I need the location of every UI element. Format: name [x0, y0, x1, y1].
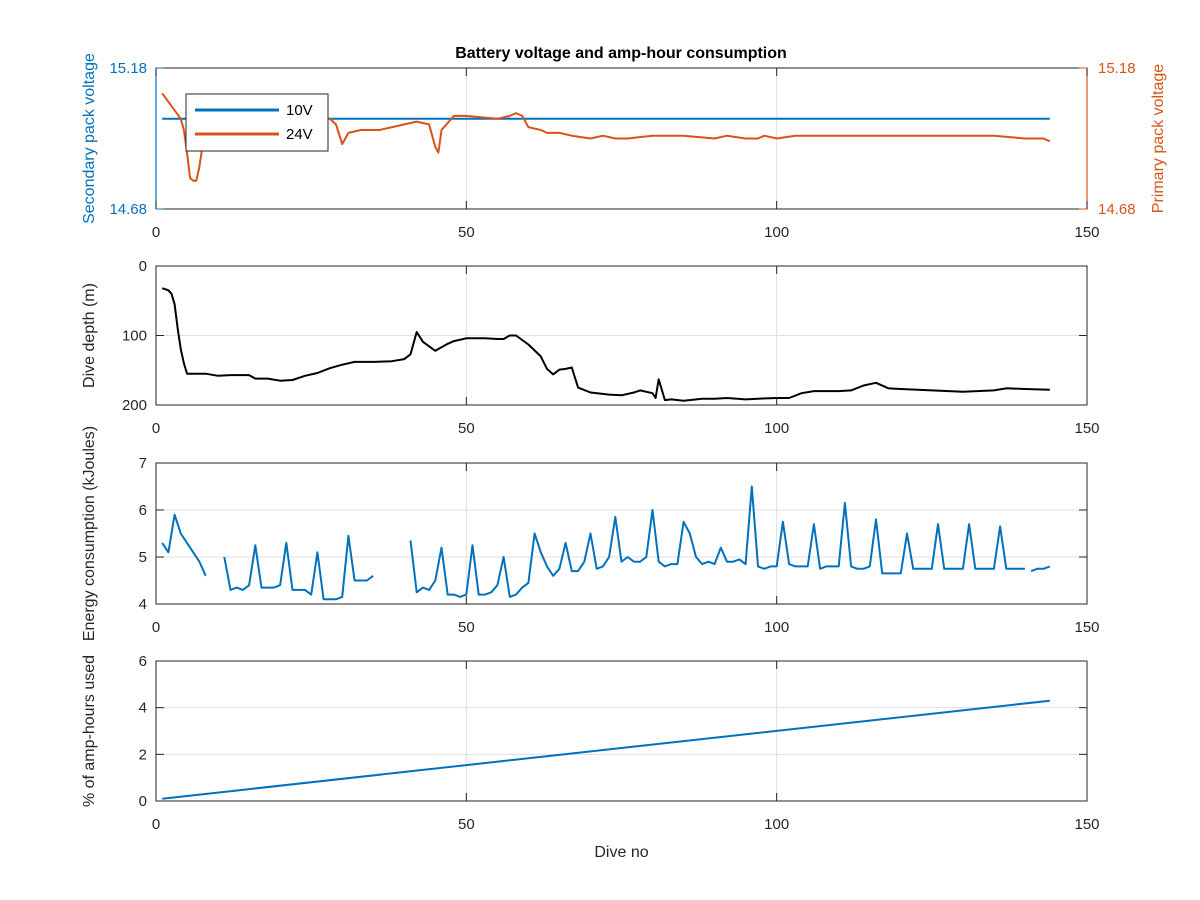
y-right-tick-label: 14.68 [1098, 201, 1136, 218]
y-right-tick-label: 15.18 [1098, 60, 1136, 77]
y-tick-label: 14.68 [109, 201, 147, 218]
y-tick-label: 0 [139, 793, 147, 810]
y-axis-label: % of amp-hours used [81, 655, 98, 807]
x-tick-label: 100 [764, 420, 789, 437]
x-tick-label: 100 [764, 619, 789, 636]
series-line-series-1 [161, 287, 1050, 402]
y-tick-label: 6 [139, 653, 147, 670]
x-tick-label: 150 [1074, 816, 1099, 833]
series-line-series-1 [161, 513, 207, 577]
subplot-2: 0 50 100 150 0 100 200 Dive depth (m) [81, 258, 1100, 437]
x-tick-label: 100 [764, 816, 789, 833]
x-tick-label: 50 [458, 224, 475, 241]
legend-label-24v: 24V [286, 126, 313, 143]
y-tick-label: 4 [139, 596, 147, 613]
series-line-series-1 [1030, 565, 1051, 573]
y-tick-label: 4 [139, 700, 147, 717]
subplot-1: 0 50 100 150 14.68 15.18 14.68 15.18 Secondary p… [81, 53, 1167, 241]
y-tick-label: 5 [139, 549, 147, 566]
series-line-series-1 [223, 534, 374, 601]
x-tick-label: 150 [1074, 224, 1099, 241]
y-axis-label: Secondary pack voltage [81, 53, 98, 224]
x-tick-label: 150 [1074, 619, 1099, 636]
axes-frame [155, 660, 1088, 802]
plot-area [161, 485, 1051, 601]
subplot-3: 0 50 100 150 4 5 6 7 Energy consumption (kJoules… [81, 426, 1100, 641]
y-axis-label: Energy consumption (kJoules) [81, 426, 98, 641]
y-tick-label: 15.18 [109, 60, 147, 77]
axes-frame [155, 462, 1088, 605]
subplot-4: 0 50 100 150 0 2 4 6 % of amp-hours used Dive no [81, 653, 1100, 861]
x-tick-label: 50 [458, 816, 475, 833]
y-tick-label: 0 [139, 258, 147, 275]
y-tick-label: 100 [122, 328, 147, 345]
series-line-series-1 [162, 699, 1050, 800]
x-tick-label: 150 [1074, 420, 1099, 437]
x-tick-label: 100 [764, 224, 789, 241]
legend-box [185, 93, 329, 152]
x-tick-label: 50 [458, 619, 475, 636]
series-line-series-1 [409, 485, 1025, 598]
y-tick-label: 7 [139, 455, 147, 472]
x-axis-label: Dive no [594, 844, 648, 861]
y-tick-label: 200 [122, 397, 147, 414]
x-tick-label: 50 [458, 420, 475, 437]
x-tick-label: 0 [152, 816, 160, 833]
y-tick-label: 6 [139, 502, 147, 519]
x-tick-label: 0 [152, 619, 160, 636]
y-tick-label: 2 [139, 746, 147, 763]
x-tick-label: 0 [152, 224, 160, 241]
plot-area [162, 699, 1050, 800]
plot-area [161, 287, 1050, 402]
legend-label-10v: 10V [286, 102, 313, 119]
figure-title: Battery voltage and amp-hour consumption [455, 45, 787, 62]
x-tick-label: 0 [152, 420, 160, 437]
y-right-axis-label: Primary pack voltage [1150, 64, 1167, 213]
y-axis-label: Dive depth (m) [81, 283, 98, 388]
